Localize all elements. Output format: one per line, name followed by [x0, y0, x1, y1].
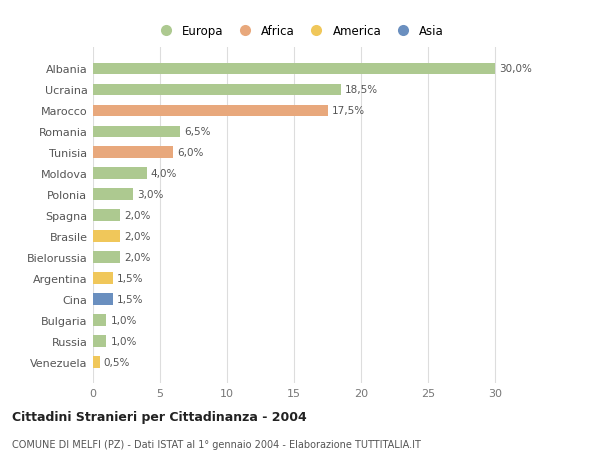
Text: 3,0%: 3,0%: [137, 190, 164, 200]
Text: 1,0%: 1,0%: [110, 315, 137, 325]
Text: 0,5%: 0,5%: [104, 357, 130, 367]
Bar: [93, 336, 106, 347]
Bar: [93, 126, 180, 138]
Bar: [93, 84, 341, 96]
Text: 1,5%: 1,5%: [117, 295, 143, 304]
Bar: [93, 168, 146, 179]
Text: 1,5%: 1,5%: [117, 274, 143, 284]
Text: 6,5%: 6,5%: [184, 127, 211, 137]
Text: 4,0%: 4,0%: [151, 169, 177, 179]
Legend: Europa, Africa, America, Asia: Europa, Africa, America, Asia: [149, 21, 449, 43]
Text: 30,0%: 30,0%: [499, 64, 532, 74]
Text: 1,0%: 1,0%: [110, 336, 137, 347]
Text: 2,0%: 2,0%: [124, 232, 150, 241]
Text: 18,5%: 18,5%: [345, 85, 378, 95]
Text: 17,5%: 17,5%: [332, 106, 365, 116]
Bar: [93, 273, 113, 284]
Text: 6,0%: 6,0%: [178, 148, 204, 158]
Bar: [93, 231, 120, 242]
Text: Cittadini Stranieri per Cittadinanza - 2004: Cittadini Stranieri per Cittadinanza - 2…: [12, 410, 307, 423]
Bar: [93, 189, 133, 201]
Text: COMUNE DI MELFI (PZ) - Dati ISTAT al 1° gennaio 2004 - Elaborazione TUTTITALIA.I: COMUNE DI MELFI (PZ) - Dati ISTAT al 1° …: [12, 440, 421, 449]
Bar: [93, 63, 495, 75]
Bar: [93, 210, 120, 222]
Text: 2,0%: 2,0%: [124, 252, 150, 263]
Bar: [93, 105, 328, 117]
Bar: [93, 357, 100, 368]
Text: 2,0%: 2,0%: [124, 211, 150, 221]
Bar: [93, 315, 106, 326]
Bar: [93, 294, 113, 305]
Bar: [93, 147, 173, 159]
Bar: [93, 252, 120, 263]
